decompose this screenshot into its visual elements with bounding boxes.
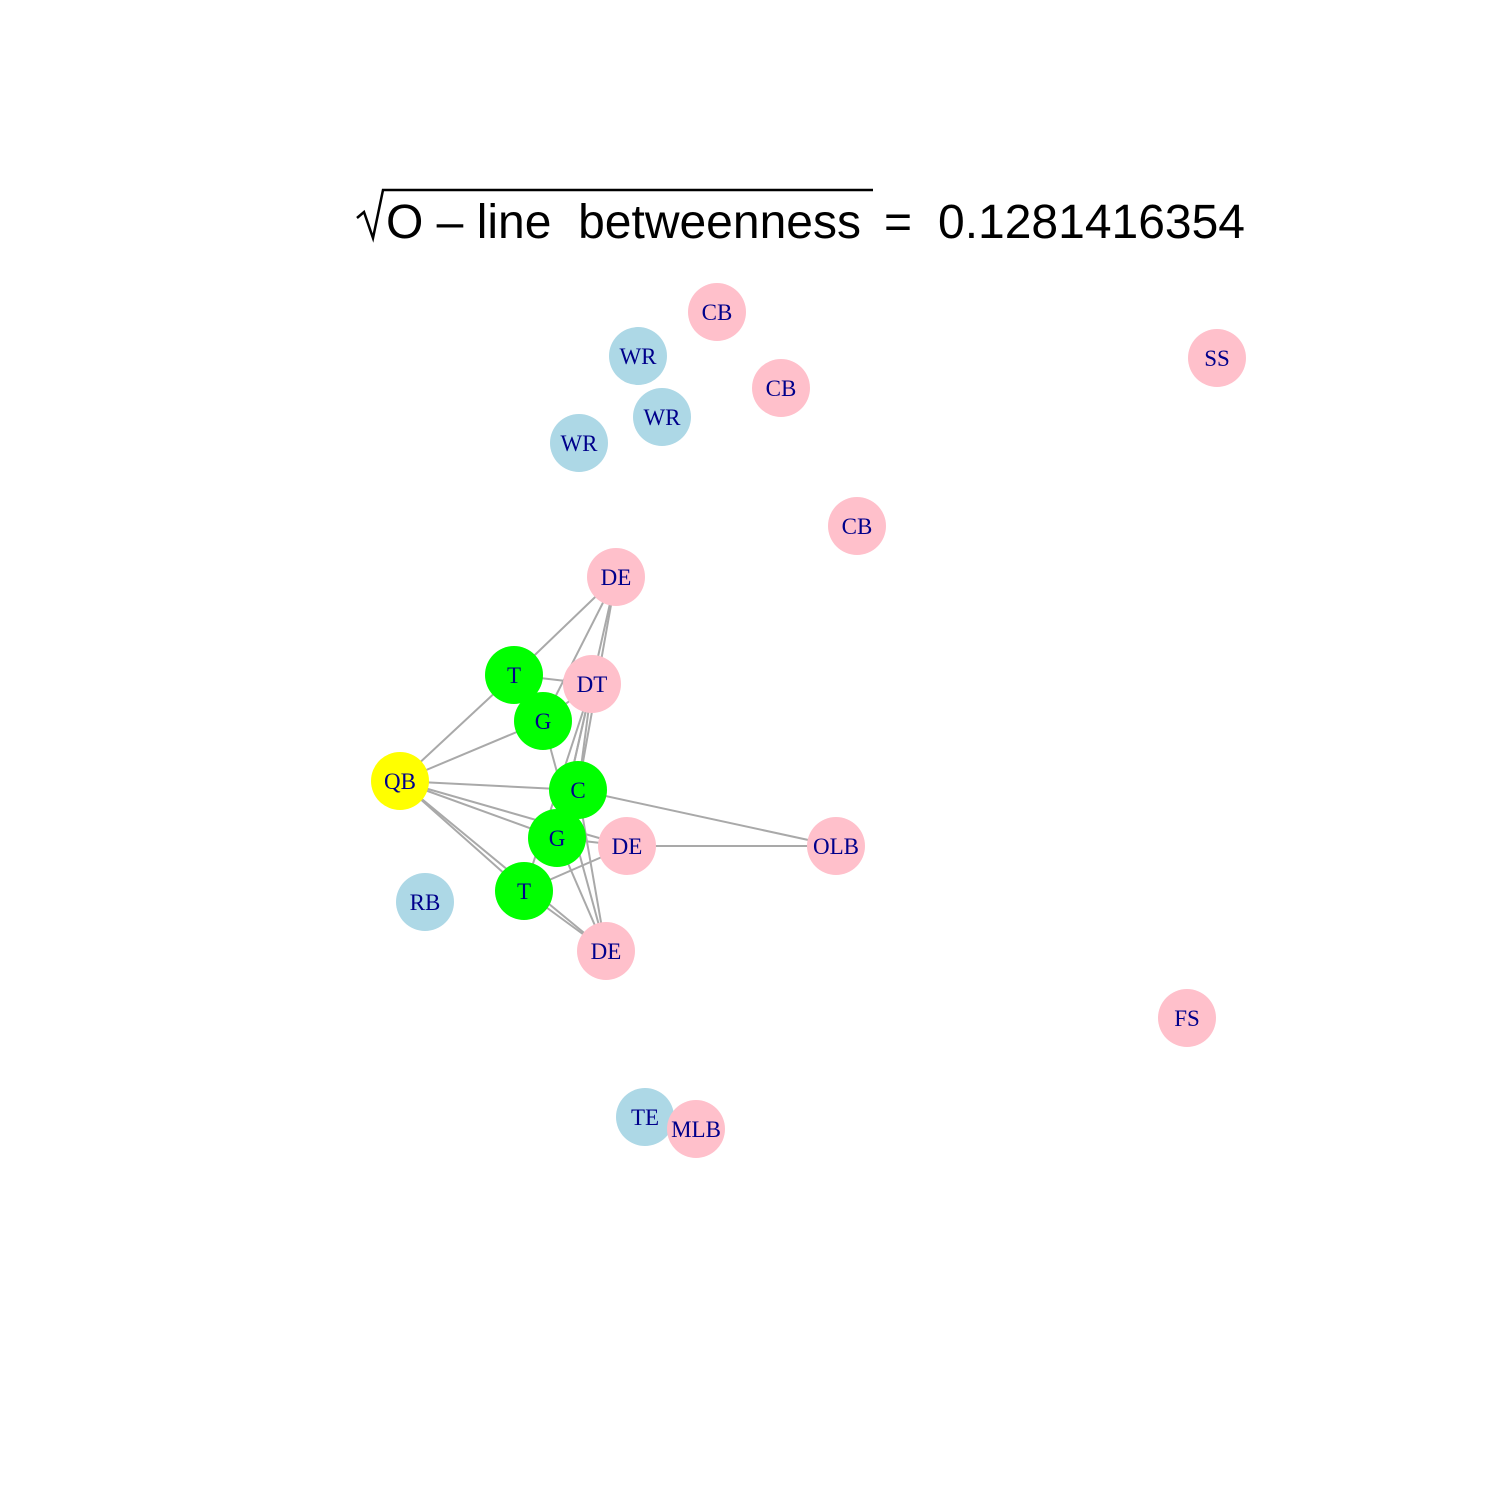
radical-sign (356, 188, 873, 243)
node-qb: QB (371, 752, 429, 810)
node-circle-t2 (495, 862, 553, 920)
node-circle-wr2 (633, 388, 691, 446)
node-label-de1: DE (601, 565, 632, 590)
title-radicand: O – line betweenness (386, 196, 861, 249)
node-circle-de1 (587, 548, 645, 606)
node-de1: DE (587, 548, 645, 606)
node-circle-mlb (667, 1100, 725, 1158)
node-label-de3: DE (591, 939, 622, 964)
node-circle-cb1 (688, 283, 746, 341)
node-cb2: CB (752, 359, 810, 417)
node-circle-wr3 (550, 414, 608, 472)
node-label-rb: RB (410, 890, 441, 915)
node-circle-cb3 (828, 497, 886, 555)
node-fs: FS (1158, 989, 1216, 1047)
node-c: C (549, 761, 607, 819)
node-ss: SS (1188, 329, 1246, 387)
node-layer: QBTGCGTRBTEWRWRWRCBCBCBSSFSDEDTDEDEOLBML… (371, 283, 1246, 1158)
node-circle-g1 (514, 692, 572, 750)
edge-qb-de3 (399, 780, 607, 952)
node-label-t2: T (517, 879, 531, 904)
node-label-g1: G (535, 709, 552, 734)
title-equals: = (884, 196, 912, 249)
node-label-cb1: CB (702, 300, 733, 325)
node-rb: RB (396, 873, 454, 931)
node-de3: DE (577, 922, 635, 980)
node-olb: OLB (807, 817, 865, 875)
node-te: TE (616, 1088, 674, 1146)
node-cb1: CB (688, 283, 746, 341)
node-de2: DE (598, 817, 656, 875)
node-wr1: WR (609, 327, 667, 385)
node-circle-olb (807, 817, 865, 875)
node-label-de2: DE (612, 834, 643, 859)
edge-qb-c (399, 780, 579, 791)
node-circle-cb2 (752, 359, 810, 417)
node-wr2: WR (633, 388, 691, 446)
node-label-g2: G (549, 826, 566, 851)
node-circle-rb (396, 873, 454, 931)
node-cb3: CB (828, 497, 886, 555)
node-label-qb: QB (384, 769, 416, 794)
node-wr3: WR (550, 414, 608, 472)
node-label-te: TE (631, 1105, 659, 1130)
node-label-cb2: CB (766, 376, 797, 401)
node-circle-de3 (577, 922, 635, 980)
node-t1: T (485, 646, 543, 704)
edge-c-olb (577, 789, 837, 847)
node-label-olb: OLB (813, 834, 859, 859)
node-circle-ss (1188, 329, 1246, 387)
node-t2: T (495, 862, 553, 920)
node-mlb: MLB (667, 1100, 725, 1158)
node-label-wr2: WR (643, 405, 681, 430)
node-circle-wr1 (609, 327, 667, 385)
node-circle-dt (563, 655, 621, 713)
node-circle-c (549, 761, 607, 819)
node-label-wr1: WR (619, 344, 657, 369)
node-circle-qb (371, 752, 429, 810)
node-circle-de2 (598, 817, 656, 875)
node-g1: G (514, 692, 572, 750)
node-label-cb3: CB (842, 514, 873, 539)
node-g2: G (528, 809, 586, 867)
title-value: 0.1281416354 (938, 196, 1245, 249)
node-circle-t1 (485, 646, 543, 704)
node-circle-te (616, 1088, 674, 1146)
node-label-ss: SS (1204, 346, 1230, 371)
node-circle-g2 (528, 809, 586, 867)
node-label-c: C (570, 778, 585, 803)
node-circle-fs (1158, 989, 1216, 1047)
formula-title: O – line betweenness = 0.1281416354 (356, 188, 1245, 249)
node-label-dt: DT (577, 672, 608, 697)
node-label-t1: T (507, 663, 521, 688)
node-label-mlb: MLB (671, 1117, 721, 1142)
edge-qb-de2 (399, 780, 628, 847)
node-dt: DT (563, 655, 621, 713)
node-label-wr3: WR (560, 431, 598, 456)
edge-layer (399, 576, 837, 952)
node-label-fs: FS (1174, 1006, 1200, 1031)
